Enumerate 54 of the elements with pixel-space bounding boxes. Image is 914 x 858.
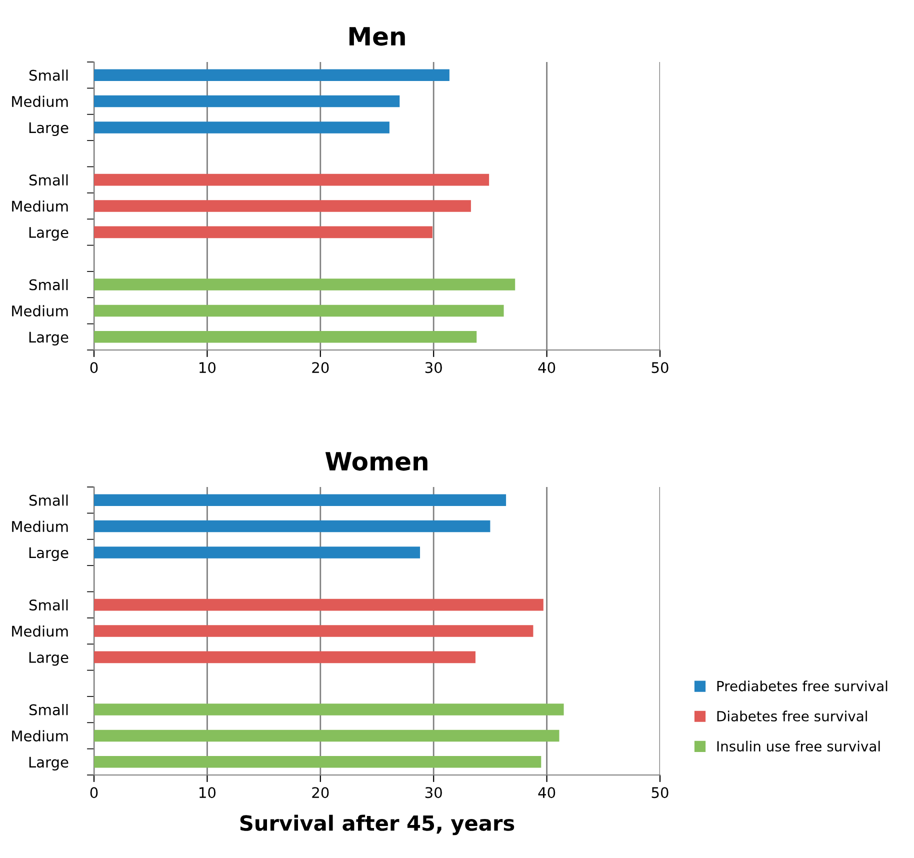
x-tick-label: 30 (425, 362, 442, 374)
legend-label: Insulin use free survival (717, 740, 880, 752)
y-tick-label: Medium (12, 305, 68, 316)
legend-label: Diabetes free survival (717, 710, 867, 722)
bar (94, 651, 476, 664)
y-tick-label: Small (29, 599, 68, 611)
bar (94, 304, 504, 317)
bar (94, 520, 490, 532)
y-tick-label: Medium (12, 625, 68, 637)
y-tick-label: Small (29, 70, 68, 81)
bar (94, 278, 516, 290)
bar (94, 625, 534, 637)
x-tick-label: 20 (312, 787, 329, 798)
y-tick-label: Small (29, 174, 68, 186)
x-tick-label: 0 (90, 787, 98, 798)
y-tick-label: Large (29, 122, 68, 136)
x-tick-label: 10 (200, 362, 216, 374)
x-tick-label: 50 (652, 787, 668, 798)
y-tick-label: Small (29, 494, 68, 506)
y-tick-label: Small (29, 704, 68, 716)
x-tick-label: 20 (312, 362, 329, 374)
legend-label: Prediabetes free survival (717, 680, 888, 692)
bar (94, 69, 450, 81)
bar (94, 494, 506, 506)
x-axis-title: Survival after 45, years (240, 814, 514, 836)
chart-title: Women (325, 452, 428, 471)
bar (94, 730, 560, 742)
x-tick-label: 40 (538, 787, 556, 798)
x-tick-label: 10 (200, 787, 216, 798)
x-tick-label: 40 (538, 362, 556, 374)
x-tick-label: 0 (90, 362, 98, 374)
chart-title: Men (349, 27, 405, 46)
bar (94, 756, 542, 768)
y-tick-label: Large (29, 652, 68, 666)
bar (94, 226, 432, 238)
bar (94, 546, 420, 558)
bar (94, 704, 564, 716)
y-tick-label: Large (29, 547, 68, 562)
y-tick-label: Small (29, 279, 68, 290)
y-tick-label: Medium (12, 96, 68, 108)
bar (94, 331, 477, 343)
bar (94, 200, 471, 212)
bar (94, 122, 390, 134)
y-tick-label: Medium (12, 200, 68, 212)
y-tick-label: Medium (12, 520, 68, 532)
x-tick-label: 50 (652, 362, 668, 374)
x-tick-label: 30 (425, 787, 442, 798)
bar (94, 174, 490, 186)
y-tick-label: Large (29, 332, 68, 346)
y-tick-label: Medium (12, 730, 68, 742)
bar (94, 598, 544, 611)
y-tick-label: Large (29, 227, 68, 241)
bar (94, 95, 400, 108)
y-tick-label: Large (29, 756, 68, 770)
